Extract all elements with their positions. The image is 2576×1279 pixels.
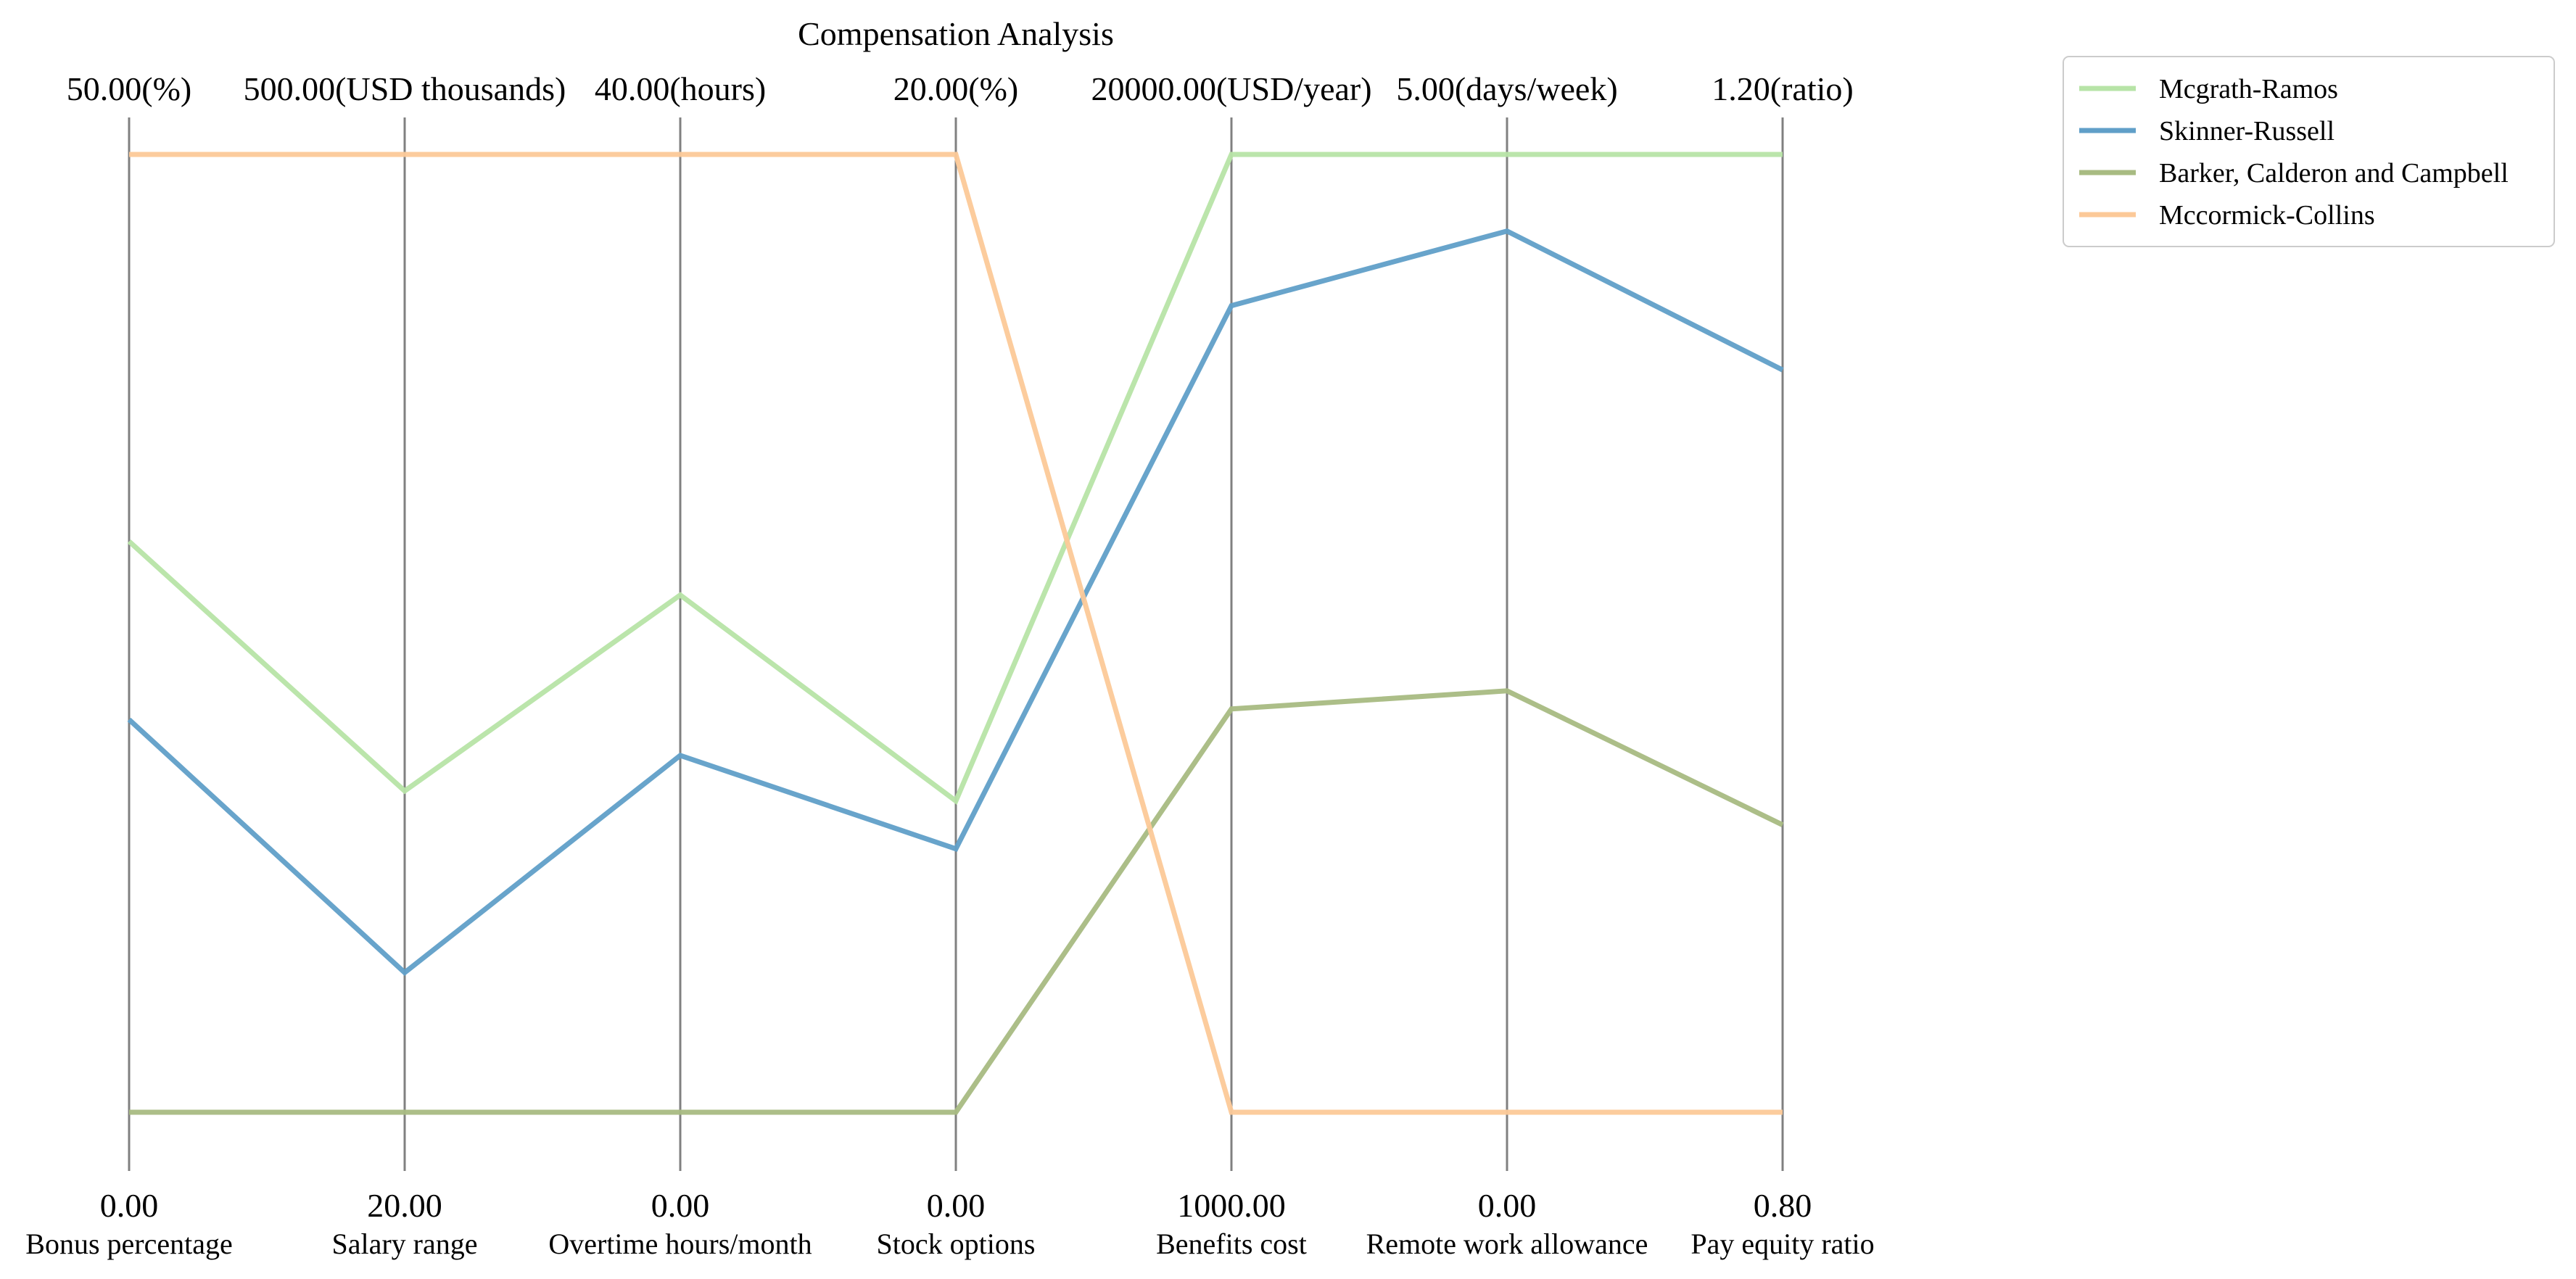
series-line-barker-calderon-and-campbell [129, 688, 1784, 1115]
legend: Mcgrath-Ramos Skinner-Russell Barker, Cald… [2063, 56, 2555, 247]
legend-box [2063, 56, 2555, 247]
axis-min-label-overtime-hours-month: 0.00 [651, 1187, 710, 1224]
axis-name-pay-equity-ratio: Pay equity ratio [1690, 1228, 1874, 1260]
axis-min-label-remote-work-allowance: 0.00 [1478, 1187, 1537, 1224]
axis-max-label-benefits-cost: 20000.00(USD/year) [1091, 70, 1371, 107]
legend-label-mcgrath-ramos: Mcgrath-Ramos [2159, 74, 2338, 104]
series-layer [127, 152, 1784, 1115]
series-line-skinner-russell [127, 228, 1784, 976]
axis-min-label-pay-equity-ratio: 0.80 [1754, 1187, 1812, 1224]
chart-title: Compensation Analysis [798, 15, 1114, 52]
axis-max-label-remote-work-allowance: 5.00(days/week) [1396, 70, 1617, 107]
axis-name-benefits-cost: Benefits cost [1156, 1228, 1307, 1260]
axis-max-label-pay-equity-ratio: 1.20(ratio) [1712, 70, 1853, 107]
axis-name-bonus-percentage: Bonus percentage [25, 1228, 232, 1260]
axis-max-label-overtime-hours-month: 40.00(hours) [595, 70, 766, 107]
legend-label-mccormick-collins: Mccormick-Collins [2159, 200, 2375, 231]
axis-name-stock-options: Stock options [877, 1228, 1036, 1260]
legend-label-skinner-russell: Skinner-Russell [2159, 116, 2334, 146]
axis-min-label-bonus-percentage: 0.00 [100, 1187, 159, 1224]
axis-min-label-salary-range: 20.00 [367, 1187, 442, 1224]
axis-min-label-stock-options: 0.00 [927, 1187, 986, 1224]
axis-max-label-salary-range: 500.00(USD thousands) [244, 70, 566, 107]
series-line-mcgrath-ramos [127, 152, 1783, 806]
axis-max-label-stock-options: 20.00(%) [893, 70, 1018, 107]
axis-max-label-bonus-percentage: 50.00(%) [67, 70, 191, 107]
axis-min-label-benefits-cost: 1000.00 [1177, 1187, 1286, 1224]
axis-name-remote-work-allowance: Remote work allowance [1366, 1228, 1648, 1260]
axis-name-salary-range: Salary range [331, 1228, 477, 1260]
series-line-mccormick-collins [129, 152, 1783, 1115]
legend-label-barker-calderon-and-campbell: Barker, Calderon and Campbell [2159, 158, 2509, 189]
axis-name-overtime-hours-month: Overtime hours/month [548, 1228, 812, 1260]
axes-layer: 50.00(%) 0.00 Bonus percentage 500.00(USD t… [25, 70, 1874, 1260]
